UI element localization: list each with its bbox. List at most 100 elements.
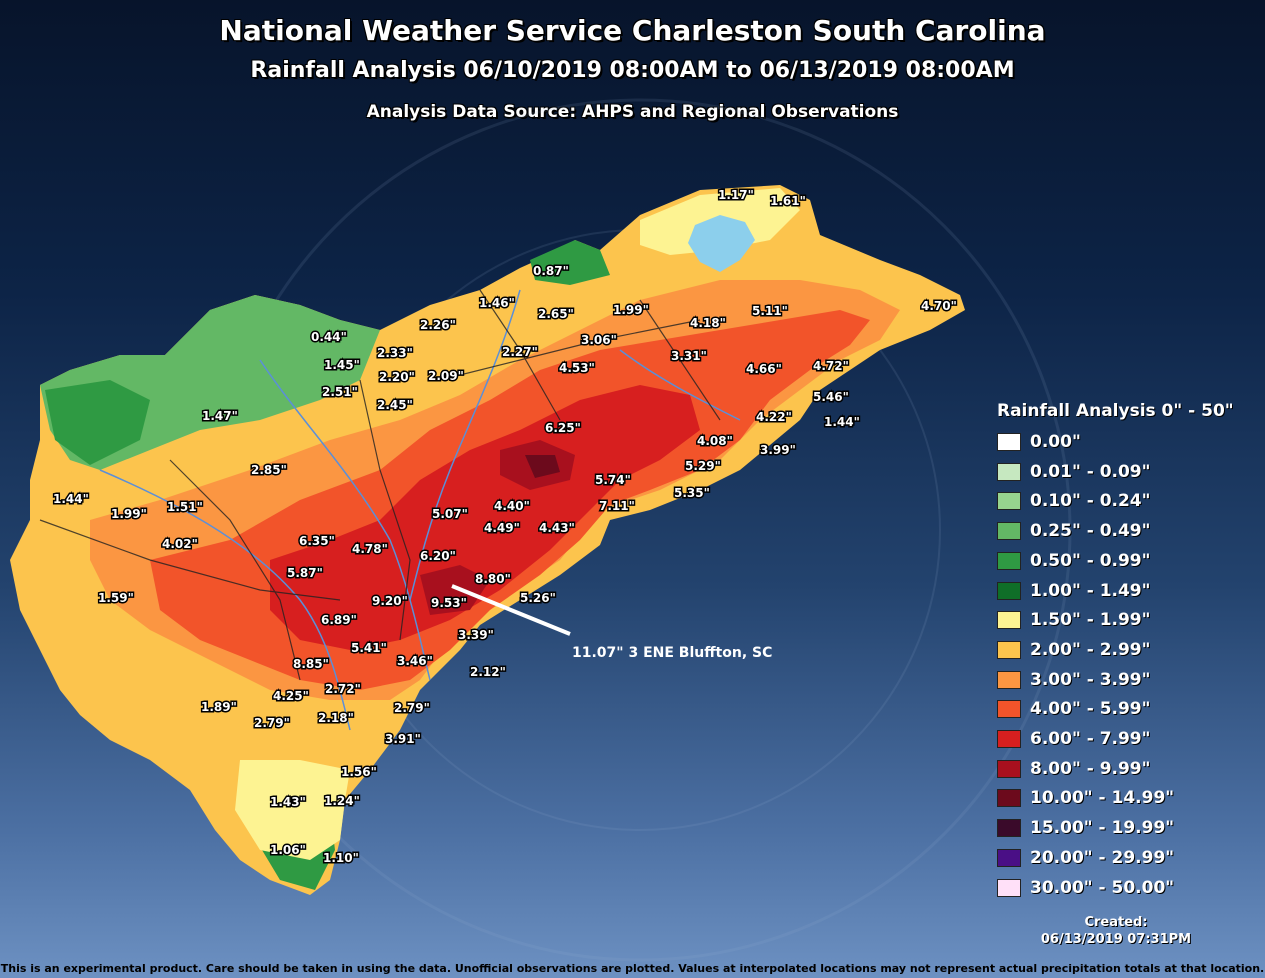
rainfall-value-label: 5.74" bbox=[595, 473, 631, 487]
legend-swatch bbox=[997, 640, 1021, 659]
rainfall-value-label: 7.11" bbox=[599, 499, 635, 513]
legend-item: 0.01" - 0.09" bbox=[997, 462, 1151, 482]
legend-item: 0.10" - 0.24" bbox=[997, 491, 1151, 511]
legend-swatch bbox=[997, 700, 1021, 719]
legend-label: 0.25" - 0.49" bbox=[1030, 521, 1151, 542]
rainfall-value-label: 2.65" bbox=[538, 307, 574, 321]
rainfall-value-label: 1.06" bbox=[270, 843, 306, 857]
rainfall-value-label: 6.89" bbox=[321, 613, 357, 627]
rainfall-value-label: 6.20" bbox=[420, 549, 456, 563]
rainfall-value-label: 1.44" bbox=[824, 415, 860, 429]
rainfall-value-label: 3.91" bbox=[385, 732, 421, 746]
legend-swatch bbox=[997, 492, 1021, 511]
legend-item: 0.50" - 0.99" bbox=[997, 551, 1151, 571]
legend-item: 8.00" - 9.99" bbox=[997, 759, 1151, 779]
rainfall-value-label: 5.41" bbox=[351, 641, 387, 655]
legend-item: 0.25" - 0.49" bbox=[997, 521, 1151, 541]
legend-item: 15.00" - 19.99" bbox=[997, 818, 1174, 838]
disclaimer: This is an experimental product. Care sh… bbox=[0, 962, 1265, 975]
created-label: Created: bbox=[1084, 915, 1148, 930]
legend-swatch bbox=[997, 522, 1021, 541]
rainfall-value-label: 3.31" bbox=[671, 349, 707, 363]
legend-swatch bbox=[997, 759, 1021, 778]
region-maroon bbox=[525, 455, 560, 478]
legend-item: 20.00" - 29.99" bbox=[997, 848, 1174, 868]
data-source: Analysis Data Source: AHPS and Regional … bbox=[366, 102, 899, 122]
rainfall-value-label: 4.22" bbox=[756, 410, 792, 424]
rainfall-value-label: 2.85" bbox=[251, 463, 287, 477]
legend-label: 30.00" - 50.00" bbox=[1030, 877, 1175, 898]
created-time: 06/13/2019 07:31PM bbox=[1040, 932, 1192, 947]
rainfall-value-label: 9.20" bbox=[372, 594, 408, 608]
legend-item: 30.00" - 50.00" bbox=[997, 878, 1174, 898]
rainfall-value-label: 1.17" bbox=[718, 188, 754, 202]
rainfall-value-label: 4.49" bbox=[484, 521, 520, 535]
rainfall-value-label: 3.46" bbox=[397, 654, 433, 668]
legend-label: 0.50" - 0.99" bbox=[1030, 550, 1151, 571]
legend-label: 10.00" - 14.99" bbox=[1030, 788, 1175, 809]
rainfall-value-label: 9.53" bbox=[431, 596, 467, 610]
region-green-dark-nw bbox=[45, 380, 150, 465]
legend-swatch bbox=[997, 730, 1021, 748]
rainfall-value-label: 1.89" bbox=[201, 700, 237, 714]
legend-swatch bbox=[997, 878, 1021, 897]
legend-label: 0.10" - 0.24" bbox=[1030, 491, 1151, 512]
rainfall-value-label: 4.70" bbox=[921, 299, 957, 313]
legend-label: 2.00" - 2.99" bbox=[1030, 639, 1151, 660]
rainfall-value-label: 2.27" bbox=[502, 345, 538, 359]
rainfall-value-label: 4.53" bbox=[559, 361, 595, 375]
legend-swatch bbox=[997, 581, 1021, 600]
rainfall-value-label: 5.07" bbox=[432, 507, 468, 521]
rainfall-value-label: 2.79" bbox=[254, 716, 290, 730]
rainfall-value-label: 4.78" bbox=[352, 542, 388, 556]
rainfall-value-label: 5.46" bbox=[813, 390, 849, 404]
rainfall-value-label: 1.10" bbox=[323, 851, 359, 865]
rainfall-value-label: 4.72" bbox=[813, 359, 849, 373]
region-yellow-south bbox=[235, 760, 350, 860]
rainfall-value-label: 1.99" bbox=[613, 303, 649, 317]
region-red bbox=[270, 385, 700, 650]
rainfall-value-label: 5.35" bbox=[674, 486, 710, 500]
rainfall-value-label: 3.39" bbox=[458, 628, 494, 642]
rainfall-value-label: 8.80" bbox=[475, 572, 511, 586]
legend-swatch bbox=[997, 848, 1021, 867]
rainfall-value-label: 4.18" bbox=[690, 316, 726, 330]
legend-label: 8.00" - 9.99" bbox=[1030, 758, 1151, 779]
rainfall-value-label: 1.45" bbox=[324, 358, 360, 372]
legend-label: 1.50" - 1.99" bbox=[1030, 610, 1151, 631]
rainfall-value-label: 0.87" bbox=[533, 264, 569, 278]
legend-item: 10.00" - 14.99" bbox=[997, 788, 1174, 808]
rainfall-value-label: 2.79" bbox=[394, 701, 430, 715]
rainfall-value-label: 2.26" bbox=[420, 318, 456, 332]
legend-label: 6.00" - 7.99" bbox=[1030, 729, 1151, 749]
legend-label: 15.00" - 19.99" bbox=[1030, 818, 1175, 839]
legend-swatch bbox=[997, 789, 1021, 808]
legend-swatch bbox=[997, 670, 1021, 689]
rainfall-value-label: 2.18" bbox=[318, 711, 354, 725]
lake-marion bbox=[688, 215, 755, 272]
rivers bbox=[99, 289, 741, 731]
rainfall-value-label: 8.85" bbox=[293, 657, 329, 671]
legend-swatch bbox=[997, 611, 1021, 630]
legend-label: 0.00" bbox=[1030, 432, 1081, 452]
legend-label: 1.00" - 1.49" bbox=[1030, 580, 1151, 601]
rainfall-value-label: 1.56" bbox=[341, 765, 377, 779]
rainfall-value-label: 1.44" bbox=[53, 492, 89, 506]
rainfall-value-label: 1.47" bbox=[202, 409, 238, 423]
rainfall-value-label: 2.20" bbox=[379, 370, 415, 384]
rainfall-value-label: 5.87" bbox=[287, 566, 323, 580]
rainfall-value-label: 1.24" bbox=[324, 794, 360, 808]
rainfall-value-label: 2.12" bbox=[470, 665, 506, 679]
region-dark-red-2 bbox=[420, 565, 490, 615]
legend-item: 0.00" bbox=[997, 432, 1081, 452]
rainfall-value-label: 6.25" bbox=[545, 421, 581, 435]
rainfall-value-label: 1.51" bbox=[167, 500, 203, 514]
legend-label: 3.00" - 3.99" bbox=[1030, 669, 1151, 690]
rainfall-value-label: 6.35" bbox=[299, 534, 335, 548]
rainfall-value-label: 2.72" bbox=[325, 682, 361, 696]
legend-swatch bbox=[997, 551, 1021, 570]
map-subtitle: Rainfall Analysis 06/10/2019 08:00AM to … bbox=[250, 58, 1015, 83]
rainfall-value-label: 1.43" bbox=[270, 795, 306, 809]
rainfall-value-label: 5.26" bbox=[520, 591, 556, 605]
